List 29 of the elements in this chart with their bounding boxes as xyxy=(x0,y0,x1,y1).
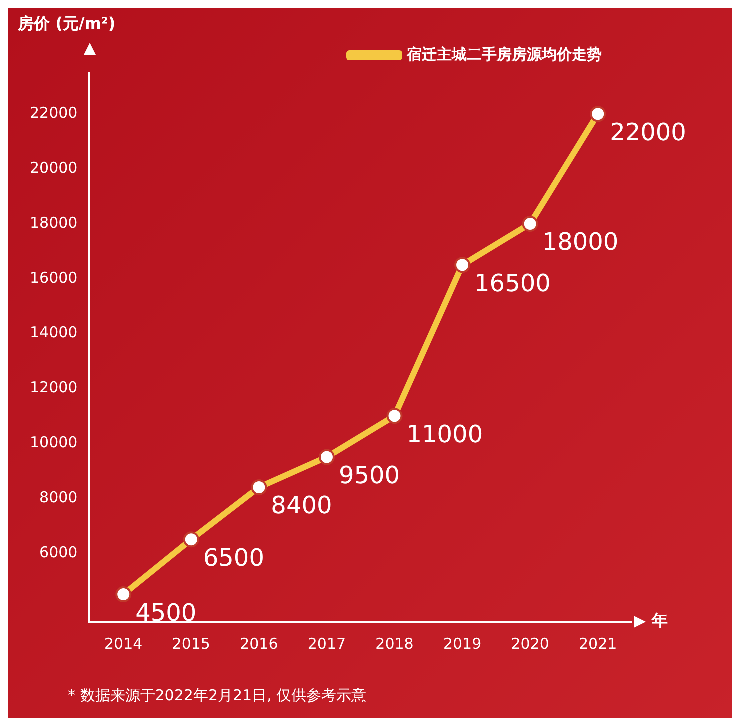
data-label: 8400 xyxy=(271,492,332,520)
x-tick-label: 2017 xyxy=(308,634,346,653)
y-tick-label: 6000 xyxy=(40,543,78,562)
data-label: 16500 xyxy=(474,269,551,298)
data-label: 9500 xyxy=(338,462,400,490)
x-tick-label: 2016 xyxy=(240,634,278,653)
legend-label: 宿迁主城二手房房源均价走势 xyxy=(406,45,602,64)
data-label: 22000 xyxy=(610,118,686,146)
x-tick-label: 2021 xyxy=(579,634,618,653)
y-tick-label: 20000 xyxy=(30,158,78,177)
y-axis-title: 房价 (元/m²) xyxy=(17,14,116,34)
y-tick-label: 10000 xyxy=(30,433,78,452)
data-label: 11000 xyxy=(406,420,484,448)
x-tick-label: 2018 xyxy=(376,634,414,653)
x-axis-title: 年 xyxy=(651,611,668,630)
x-tick-label: 2020 xyxy=(511,634,550,653)
data-label: 18000 xyxy=(542,228,619,256)
y-tick-label: 8000 xyxy=(40,488,78,506)
text: * 数据来源于2022年2月21日, 仅供参考示意 xyxy=(68,686,367,704)
data-label: 6500 xyxy=(203,544,264,572)
x-tick-label: 2015 xyxy=(172,634,210,653)
y-tick-label: 16000 xyxy=(30,268,78,287)
y-tick-label: 22000 xyxy=(30,104,78,122)
y-tick-label: 14000 xyxy=(30,324,78,342)
x-tick-label: 2019 xyxy=(443,634,482,653)
x-tick-label: 2014 xyxy=(104,634,143,653)
y-tick-label: 18000 xyxy=(30,214,78,232)
y-tick-label: 12000 xyxy=(30,378,78,397)
data-label: 4500 xyxy=(136,598,197,627)
